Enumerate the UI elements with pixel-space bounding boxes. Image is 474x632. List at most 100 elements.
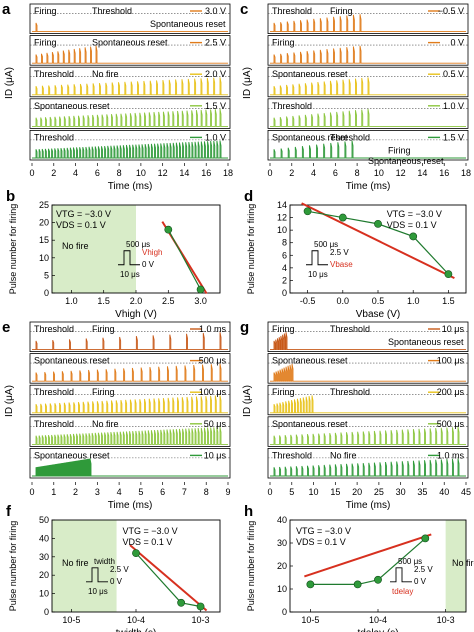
- panel-c: c −0.5 V Threshold Firing 0 V Firing 0.5 V Spon…: [240, 1, 471, 192]
- panel-d: d 0 2 4 6 8 10 12 14 -0.5 0.0 0.5 1.0 1.5 Vbase (V) Pul…: [244, 188, 467, 320]
- inset-label: 500 μs: [398, 557, 422, 566]
- panel-letter: d: [244, 188, 253, 205]
- condition-vds: VDS = 0.1 V: [387, 220, 437, 230]
- row-annotation: Firing: [92, 387, 115, 397]
- condition-vtg: VTG = −3.0 V: [387, 209, 442, 219]
- x-axis-label: Vhigh (V): [115, 309, 157, 320]
- condition-vtg: VTG = −3.0 V: [296, 526, 351, 536]
- pulse-waveform: [86, 567, 108, 583]
- y-tick-label: 15: [39, 235, 49, 245]
- row-frame: [29, 447, 231, 479]
- y-axis-label: Pulse number for firing: [8, 521, 18, 612]
- row-annotation: Spontaneous reset: [34, 356, 110, 366]
- legend-label: 2.5 V: [205, 38, 226, 48]
- inset-label: 500 μs: [314, 240, 338, 249]
- trend-arrow: [304, 533, 432, 578]
- trace-row: 3.0 V Firing Threshold Spontaneous reset: [29, 3, 231, 35]
- x-tick-label: 12: [396, 168, 406, 178]
- row-annotation: Threshold: [34, 324, 74, 334]
- x-tick-label: 40: [439, 487, 449, 497]
- x-tick-label: 0: [267, 487, 272, 497]
- x-tick-label: 15: [330, 487, 340, 497]
- x-tick-label: 8: [204, 487, 209, 497]
- legend-label: 100 μs: [437, 356, 465, 366]
- trend-arrow: [129, 544, 208, 612]
- row-annotation: No fire: [92, 419, 119, 429]
- row-frame: [29, 66, 231, 98]
- row-annotation: No fire: [92, 69, 119, 79]
- trace-row: 10 μs Firing Threshold Spontaneous reset: [267, 321, 469, 353]
- x-tick-label: 45: [461, 487, 471, 497]
- x-tick-label: 10-3: [437, 615, 455, 625]
- y-axis-label: Pulse number for firing: [246, 521, 256, 612]
- row-frame: [267, 3, 469, 35]
- trace-row: 2.5 V Firing Spontaneous reset: [29, 35, 231, 66]
- x-tick-label: 25: [374, 487, 384, 497]
- row-annotation: Spontaneous reset: [92, 38, 168, 48]
- trace-waveform: [270, 77, 466, 96]
- trace-waveform: [32, 363, 228, 382]
- x-tick-label: 20: [352, 487, 362, 497]
- x-tick-label: 30: [396, 487, 406, 497]
- trace-waveform: [32, 22, 228, 33]
- y-tick-label: 20: [39, 570, 49, 580]
- x-tick-label: 2: [51, 168, 56, 178]
- trend-arrow: [301, 202, 455, 280]
- data-point: [196, 285, 205, 294]
- x-tick-label: 3: [95, 487, 100, 497]
- row-frame: [267, 129, 469, 161]
- x-tick-label: 1.0: [65, 296, 78, 306]
- y-tick-label: 40: [39, 533, 49, 543]
- row-frame: [267, 447, 469, 479]
- x-tick-label: 18: [461, 168, 471, 178]
- x-tick-label: 5: [289, 487, 294, 497]
- row-annotation: Threshold: [92, 6, 132, 16]
- trace-row: 10 μs Spontaneous reset: [29, 447, 231, 479]
- row-annotation: Firing: [388, 145, 411, 155]
- x-axis-label: Time (ms): [108, 181, 153, 192]
- inset-label: tdelay: [392, 587, 413, 596]
- data-point: [421, 534, 430, 543]
- inset-label: 0 V: [110, 577, 123, 586]
- row-annotation: Spontaneous reset: [272, 69, 348, 79]
- y-tick-label: 40: [277, 515, 287, 525]
- legend-label: 1.5 V: [205, 101, 226, 111]
- x-tick-label: 6: [333, 168, 338, 178]
- y-tick-label: 14: [277, 200, 287, 210]
- x-tick-label: 7: [182, 487, 187, 497]
- data-point: [374, 219, 382, 228]
- trend-arrow: [161, 221, 208, 295]
- x-tick-label: 1.0: [407, 296, 420, 306]
- trace-row: 1.5 V Spontaneous reset: [29, 98, 231, 129]
- no-fire-label: No fire: [62, 558, 89, 568]
- row-annotation: Threshold: [330, 387, 370, 397]
- x-tick-label: 5: [138, 487, 143, 497]
- y-tick-label: 4: [282, 263, 287, 273]
- data-point: [409, 232, 418, 241]
- trace-row: 50 μs Threshold No fire: [29, 416, 231, 447]
- y-tick-label: 30: [277, 538, 287, 548]
- row-frame: [29, 384, 231, 416]
- row-annotation: Threshold: [34, 419, 74, 429]
- trace-waveform: [32, 108, 228, 127]
- trace-waveform: [32, 332, 228, 351]
- legend-label: 50 μs: [204, 419, 227, 429]
- inset-label: 2.5 V: [330, 248, 349, 257]
- legend-label: 100 μs: [199, 387, 227, 397]
- x-tick-label: -0.5: [300, 296, 316, 306]
- row-annotation: Firing: [34, 6, 57, 16]
- y-tick-label: 10: [39, 589, 49, 599]
- row-annotation: Spontaneous reset: [34, 101, 110, 111]
- y-axis-label: Pulse number for firing: [8, 204, 18, 295]
- data-point: [132, 549, 140, 558]
- inset-label: 10 μs: [88, 587, 108, 596]
- row-frame: [267, 416, 469, 447]
- legend-label: 2.0 V: [205, 69, 226, 79]
- legend-label: 0 V: [450, 38, 464, 48]
- x-tick-label: 0.5: [372, 296, 385, 306]
- series-line: [135, 552, 201, 608]
- x-tick-label: 12: [158, 168, 168, 178]
- trace-row: −0.5 V Threshold Firing: [267, 3, 469, 35]
